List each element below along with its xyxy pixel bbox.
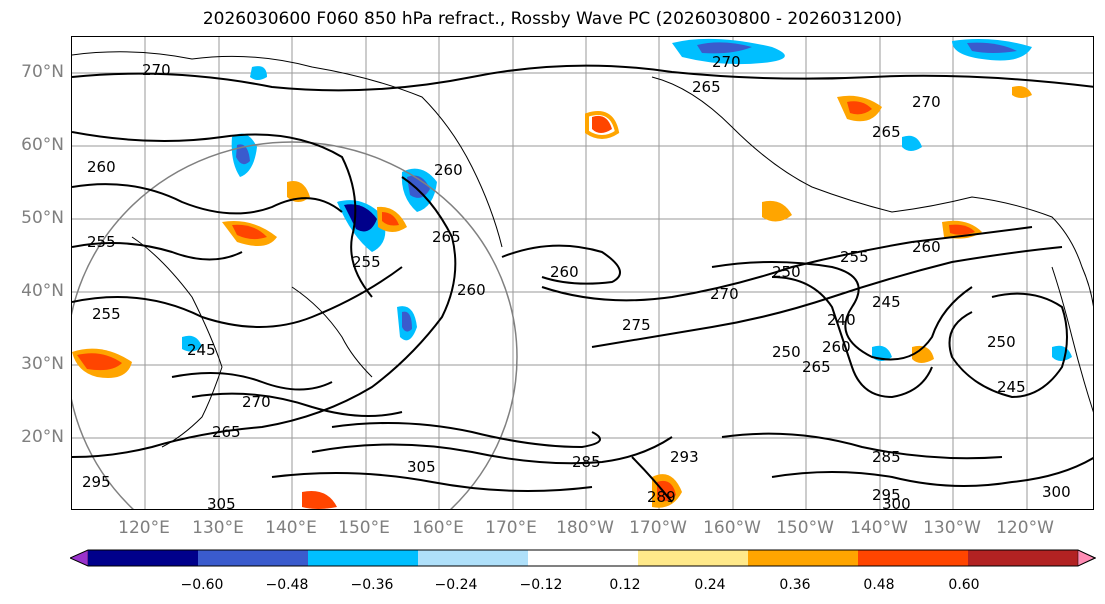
colorbar-tick-label: −0.24 — [434, 577, 478, 593]
contour-label: 295 — [872, 486, 901, 504]
lat-label-70n: 70°N — [21, 62, 64, 82]
lon-label-150e: 150°E — [338, 518, 390, 538]
contour-label: 305 — [407, 458, 436, 476]
contour-label: 285 — [572, 453, 601, 471]
lat-label-30n: 30°N — [21, 354, 64, 374]
contour-label: 300 — [1042, 483, 1071, 501]
lon-label-180w: 180°W — [556, 518, 614, 538]
colorbar-tick-label: 0.24 — [694, 577, 726, 593]
map-title: 2026030600 F060 850 hPa refract., Rossby… — [202, 9, 903, 29]
map-panel: 270 270 265 270 265 260 260 255 255 260 … — [71, 36, 1094, 510]
lat-label-60n: 60°N — [21, 135, 64, 155]
lon-label-130e: 130°E — [192, 518, 244, 538]
colorbar-segment — [858, 550, 968, 566]
map-svg: 270 270 265 270 265 260 260 255 255 260 … — [72, 37, 1093, 510]
lon-label-140w: 140°W — [850, 518, 908, 538]
contour-label: 295 — [82, 473, 111, 491]
lon-label-170w: 170°W — [629, 518, 687, 538]
contour-label: 260 — [912, 238, 941, 256]
colorbar-tick-label: 0.60 — [948, 577, 980, 593]
lat-label-50n: 50°N — [21, 208, 64, 228]
contour-label: 245 — [187, 341, 216, 359]
contour-label: 255 — [352, 253, 381, 271]
contour-label: 255 — [92, 305, 121, 323]
lon-label-140e: 140°E — [265, 518, 317, 538]
lon-label-160e: 160°E — [412, 518, 464, 538]
contour-label: 270 — [712, 53, 741, 71]
contour-label: 265 — [432, 228, 461, 246]
contour-label: 275 — [622, 316, 651, 334]
height-contours — [72, 64, 1093, 503]
contour-label: 270 — [710, 285, 739, 303]
contour-label: 265 — [212, 423, 241, 441]
colorbar-segment — [88, 550, 198, 566]
lon-label-150w: 150°W — [776, 518, 834, 538]
contour-label: 260 — [87, 158, 116, 176]
lon-label-120w: 120°W — [996, 518, 1054, 538]
colorbar-segment — [418, 550, 528, 566]
colorbar-extend-min — [70, 549, 89, 567]
lon-label-160w: 160°W — [703, 518, 761, 538]
colorbar-segment — [638, 550, 748, 566]
contour-labels: 270 270 265 270 265 260 260 255 255 260 … — [82, 53, 1071, 510]
contour-label: 270 — [242, 393, 271, 411]
colorbar-tick-label: −0.60 — [180, 577, 224, 593]
contour-label: 255 — [840, 248, 869, 266]
coastlines — [72, 51, 1093, 448]
colorbar-outline — [70, 549, 1096, 567]
colorbar — [70, 549, 1096, 567]
colorbar-segment — [748, 550, 858, 566]
colorbar-tick-label: −0.48 — [265, 577, 309, 593]
colorbar-segment — [968, 550, 1078, 566]
lon-label-130w: 130°W — [923, 518, 981, 538]
contour-label: 300 — [882, 495, 911, 510]
contour-label: 293 — [670, 448, 699, 466]
colorbar-tick-label: −0.12 — [519, 577, 563, 593]
lat-label-40n: 40°N — [21, 281, 64, 301]
rossby-wave-circle — [72, 141, 518, 509]
colorbar-tick-label: 0.48 — [863, 577, 895, 593]
contour-label: 265 — [692, 78, 721, 96]
contour-label: 265 — [802, 358, 831, 376]
colorbar-tick-label: 0.12 — [609, 577, 641, 593]
contour-label: 270 — [142, 61, 171, 79]
colorbar-segment — [308, 550, 418, 566]
contour-label: 289 — [647, 488, 676, 506]
contour-label: 265 — [872, 123, 901, 141]
lat-label-20n: 20°N — [21, 427, 64, 447]
contour-label: 260 — [434, 161, 463, 179]
colorbar-segment — [528, 550, 638, 566]
contour-label: 240 — [827, 311, 856, 329]
contour-label: 250 — [772, 343, 801, 361]
contour-label: 250 — [987, 333, 1016, 351]
contour-label: 250 — [772, 263, 801, 281]
contour-label: 245 — [872, 293, 901, 311]
contour-label: 285 — [872, 448, 901, 466]
lon-label-120e: 120°E — [118, 518, 170, 538]
contour-label: 260 — [550, 263, 579, 281]
contour-label: 270 — [912, 93, 941, 111]
contour-label: 260 — [457, 281, 486, 299]
colorbar-segment — [198, 550, 308, 566]
contour-label: 260 — [822, 338, 851, 356]
contour-label: 245 — [997, 378, 1026, 396]
colorbar-tick-label: 0.36 — [779, 577, 811, 593]
contour-label: 255 — [87, 233, 116, 251]
colorbar-tick-label: −0.36 — [350, 577, 394, 593]
contour-label: 305 — [207, 495, 236, 510]
colorbar-extend-max — [1077, 549, 1096, 567]
lon-label-170e: 170°E — [485, 518, 537, 538]
